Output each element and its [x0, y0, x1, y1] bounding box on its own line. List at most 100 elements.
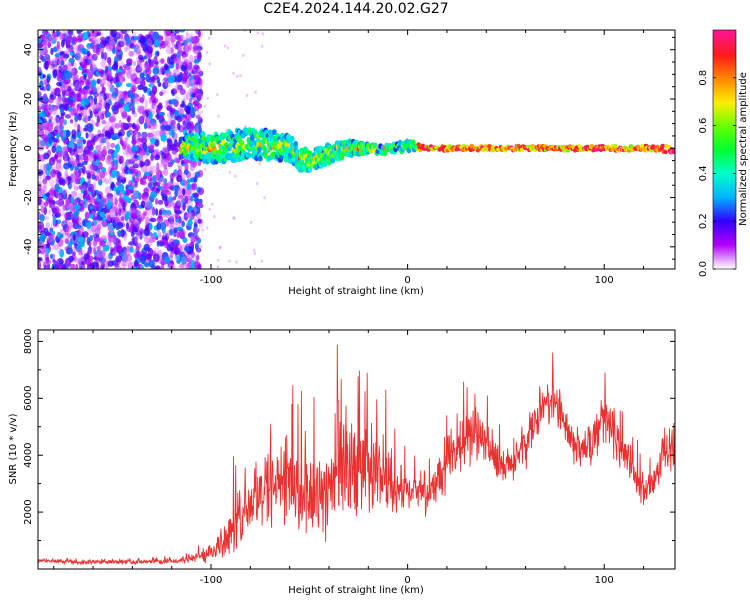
noise-speckle [110, 112, 116, 119]
colorbar-swatch [713, 109, 736, 113]
carrier-mark [287, 157, 293, 164]
noise-speckle [38, 90, 42, 99]
noise-speckle [96, 78, 101, 84]
noise-speckle [122, 145, 126, 150]
noise-speckle [95, 144, 102, 152]
noise-speckle [111, 64, 118, 71]
noise-speckle [194, 122, 201, 131]
noise-speckle [99, 170, 106, 179]
y-tick-label: -40 [23, 239, 34, 255]
carrier-mark [397, 139, 403, 146]
colorbar-swatch [713, 91, 736, 95]
noise-speckle [111, 95, 117, 101]
noise-speckle [79, 106, 85, 111]
noise-speckle [253, 266, 256, 269]
noise-speckle [161, 145, 169, 153]
noise-speckle [155, 266, 160, 269]
carrier-mark [249, 135, 255, 141]
noise-speckle [64, 257, 71, 267]
noise-speckle [130, 231, 135, 237]
noise-speckle [125, 36, 131, 45]
noise-speckle [109, 116, 117, 123]
noise-speckle [161, 158, 168, 167]
noise-speckle [144, 159, 150, 167]
noise-speckle [124, 211, 131, 220]
noise-speckle [76, 129, 82, 139]
noise-speckle [141, 264, 144, 269]
noise-speckle [104, 255, 112, 262]
noise-speckle [58, 150, 65, 158]
noise-speckle [75, 224, 82, 229]
noise-speckle [53, 206, 60, 214]
noise-speckle [161, 67, 165, 76]
noise-speckle [51, 60, 58, 68]
colorbar-swatch [713, 167, 736, 171]
noise-speckle [63, 80, 69, 85]
noise-speckle [52, 46, 58, 53]
noise-speckle [188, 81, 195, 87]
noise-speckle [174, 30, 180, 34]
noise-speckle [185, 91, 190, 100]
noise-speckle [43, 265, 47, 269]
noise-speckle [169, 228, 174, 236]
page-title: C2E4.2024.144.20.02.G27 [263, 1, 449, 17]
noise-speckle [100, 36, 106, 41]
carrier-mark [307, 166, 313, 173]
noise-speckle [170, 116, 177, 124]
noise-speckle [104, 186, 112, 195]
noise-speckle [185, 31, 189, 40]
noise-speckle [191, 79, 197, 84]
noise-speckle [83, 198, 87, 208]
noise-speckle [56, 264, 63, 269]
noise-speckle [155, 167, 161, 176]
noise-speckle [196, 93, 203, 100]
noise-speckle [42, 74, 46, 79]
noise-speckle [130, 139, 138, 145]
noise-speckle [67, 216, 72, 221]
noise-speckle [176, 174, 183, 183]
colorbar-swatch [713, 103, 736, 107]
colorbar-swatch [713, 153, 736, 157]
noise-speckle [181, 100, 185, 108]
noise-speckle [59, 248, 65, 258]
noise-speckle [188, 43, 193, 51]
noise-speckle [129, 246, 134, 253]
colorbar-swatch [713, 81, 736, 85]
noise-speckle [42, 185, 47, 193]
noise-speckle [110, 196, 117, 201]
noise-speckle [104, 130, 111, 137]
noise-speckle [85, 80, 90, 88]
noise-speckle [73, 159, 78, 166]
noise-speckle [94, 136, 99, 143]
noise-speckle [163, 40, 169, 47]
colorbar-swatch [713, 165, 736, 169]
noise-speckle [145, 216, 150, 225]
noise-speckle [223, 44, 227, 48]
noise-speckle [129, 215, 136, 224]
noise-speckle [141, 136, 148, 145]
noise-speckle [232, 216, 235, 220]
noise-speckle [57, 246, 62, 255]
noise-speckle [133, 259, 139, 267]
noise-speckle [81, 231, 89, 239]
noise-speckle [87, 115, 91, 122]
colorbar-swatch [713, 65, 736, 69]
noise-speckle [168, 185, 175, 190]
noise-speckle [91, 134, 95, 143]
noise-speckle [43, 180, 48, 189]
noise-speckle [146, 38, 153, 45]
noise-speckle [70, 142, 75, 150]
noise-speckle [143, 171, 151, 177]
noise-speckle [134, 146, 139, 152]
noise-speckle [180, 34, 186, 43]
noise-speckle [71, 36, 78, 45]
noise-speckle [195, 200, 201, 207]
noise-speckle [201, 228, 204, 232]
noise-speckle [154, 154, 160, 161]
noise-speckle [76, 257, 84, 263]
noise-speckle [164, 198, 169, 207]
colorbar-swatch [713, 195, 736, 198]
noise-speckle [110, 134, 118, 140]
noise-speckle [135, 65, 140, 73]
colorbar-swatch [713, 201, 736, 204]
